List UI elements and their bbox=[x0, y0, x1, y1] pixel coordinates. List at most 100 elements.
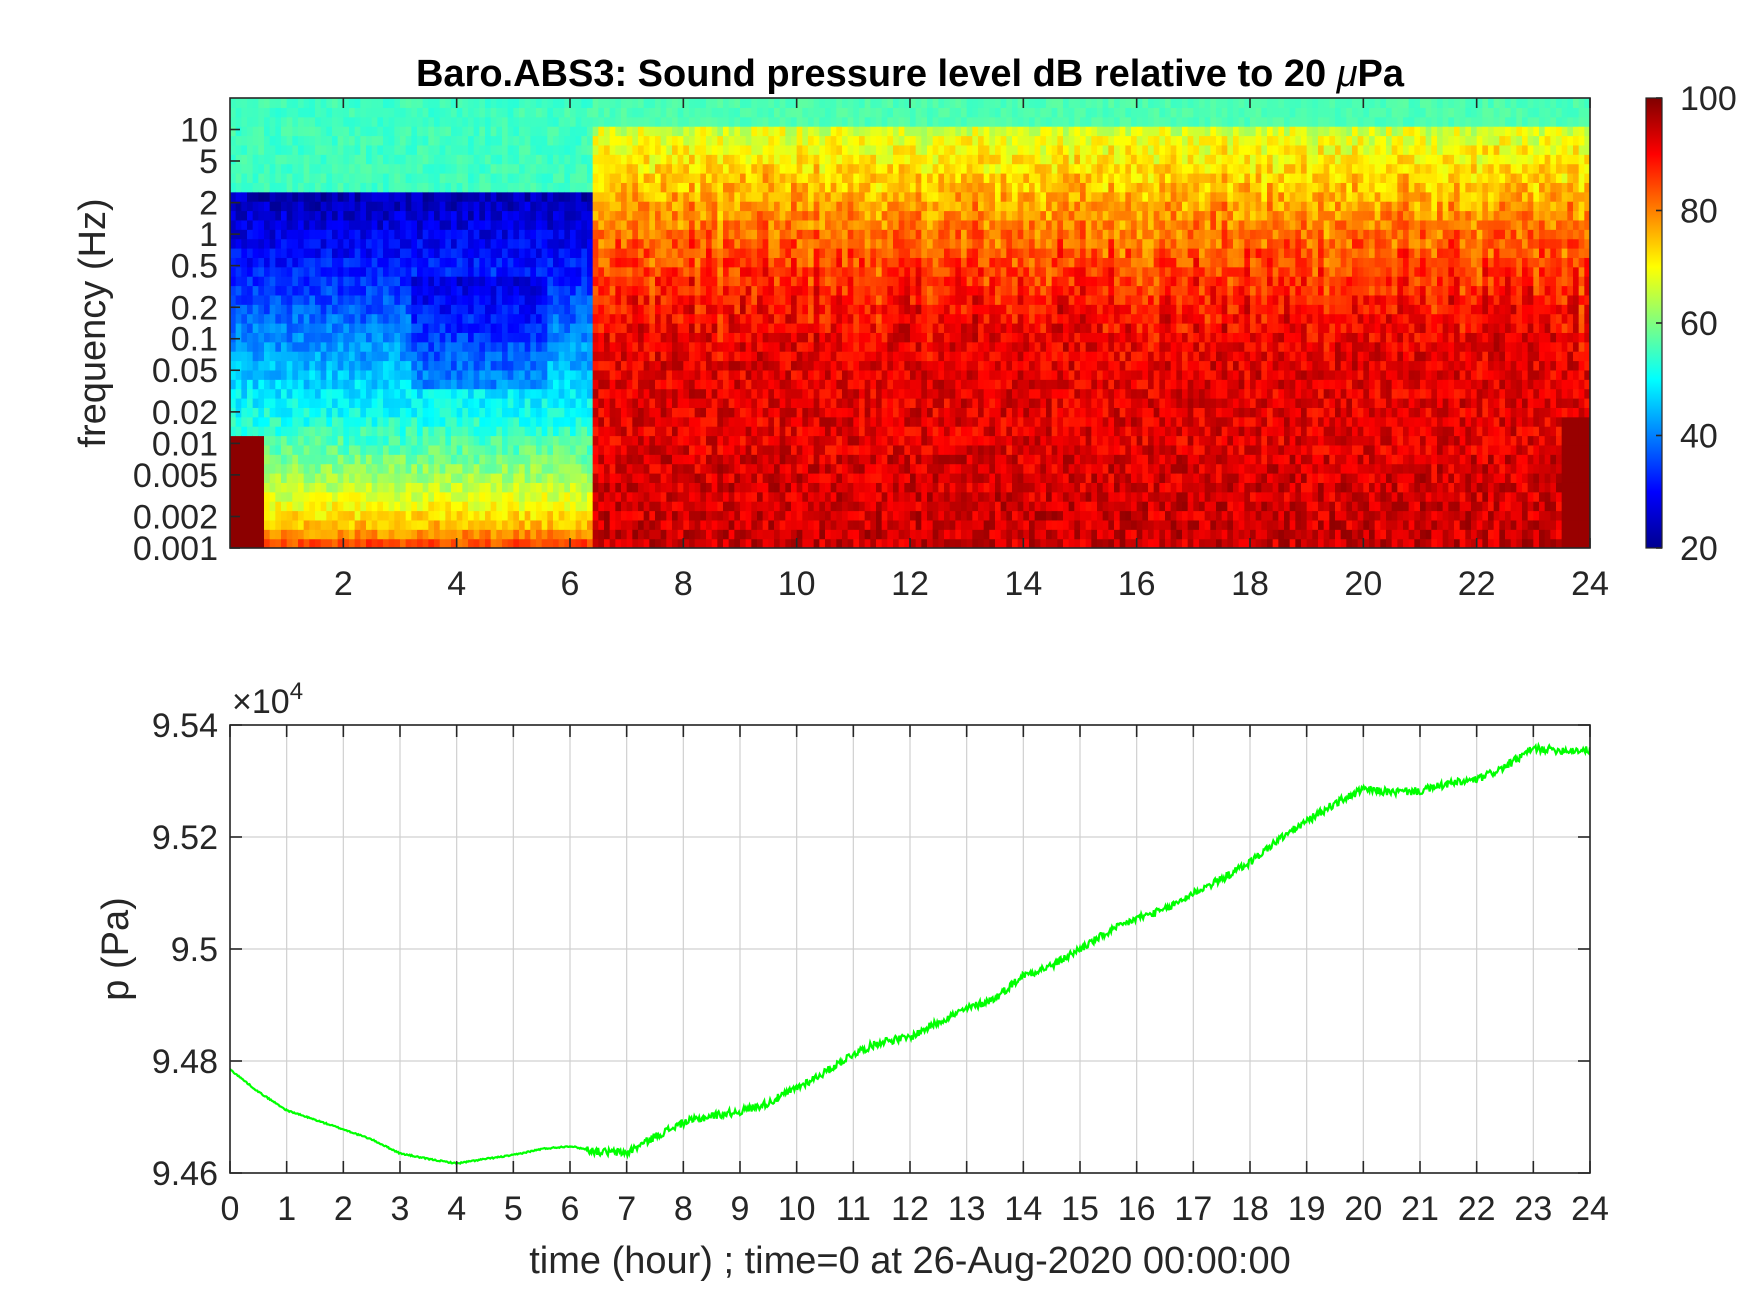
spectrogram-cell bbox=[252, 426, 259, 437]
spectrogram-cell bbox=[417, 529, 424, 540]
spectrogram-cell bbox=[626, 257, 633, 268]
spectrogram-cell bbox=[264, 407, 271, 418]
spectrogram-cell bbox=[332, 144, 339, 155]
spectrogram-cell bbox=[530, 229, 537, 240]
spectrogram-cell bbox=[286, 144, 293, 155]
spectrogram-cell bbox=[615, 482, 622, 493]
spectrogram-cell bbox=[587, 463, 594, 474]
spectrogram-cell bbox=[247, 529, 254, 540]
spectrogram-cell bbox=[575, 491, 582, 502]
spectrogram-cell bbox=[553, 398, 560, 408]
spectrogram-cell bbox=[632, 444, 639, 455]
spectrogram-cell bbox=[660, 219, 667, 230]
spectrogram-cell bbox=[706, 266, 713, 277]
spectrogram-cell bbox=[536, 266, 543, 277]
spectrogram-cell bbox=[286, 219, 293, 230]
spectrogram-cell bbox=[485, 210, 492, 221]
spectrogram-cell bbox=[326, 276, 333, 287]
spectrogram-cell bbox=[485, 332, 492, 343]
spectrogram-cell bbox=[689, 529, 696, 540]
spectrogram-cell bbox=[394, 519, 401, 530]
spectrogram-cell bbox=[377, 510, 384, 521]
spectrogram-cell bbox=[388, 238, 395, 249]
spectrogram-cell bbox=[269, 248, 276, 258]
spectrogram-cell bbox=[547, 332, 554, 343]
spectrogram-cell bbox=[632, 323, 639, 333]
spectrogram-cell bbox=[281, 285, 288, 296]
spectrogram-cell bbox=[275, 388, 282, 399]
spectrogram-cell bbox=[366, 135, 373, 146]
spectrogram-cell bbox=[349, 360, 356, 371]
spectrogram-cell bbox=[604, 491, 611, 502]
spectrogram-cell bbox=[638, 313, 645, 324]
spectrogram-cell bbox=[496, 491, 503, 502]
spectrogram-cell bbox=[672, 379, 679, 390]
spectrogram-cell bbox=[649, 266, 656, 277]
spectrogram-cell bbox=[360, 369, 367, 380]
spectrogram-cell bbox=[422, 519, 429, 530]
spectrogram-cell bbox=[592, 510, 599, 521]
spectrogram-cell bbox=[462, 126, 469, 137]
spectrogram-cell bbox=[462, 379, 469, 390]
spectrogram-cell bbox=[779, 463, 786, 474]
spectrogram-cell bbox=[490, 416, 497, 427]
spectrogram-cell bbox=[320, 351, 327, 362]
spectrogram-cell bbox=[683, 379, 690, 390]
spectrogram-cell bbox=[343, 351, 350, 362]
spectrogram-cell bbox=[666, 257, 673, 268]
spectrogram-cell bbox=[349, 304, 356, 315]
spectrogram-cell bbox=[519, 229, 526, 240]
spectrogram-cell bbox=[541, 135, 548, 146]
spectrogram-cell bbox=[553, 407, 560, 418]
spectrogram-cell bbox=[536, 444, 543, 455]
spectrogram-cell bbox=[598, 341, 605, 352]
spectrogram-cell bbox=[496, 285, 503, 296]
spectrogram-cell bbox=[349, 379, 356, 390]
spectrogram-cell bbox=[479, 463, 486, 474]
spectrogram-cell bbox=[553, 529, 560, 540]
spectrogram-cell bbox=[360, 341, 367, 352]
spectrogram-cell bbox=[360, 360, 367, 371]
spectrogram-cell bbox=[405, 154, 412, 165]
spectrogram-cell bbox=[445, 276, 452, 287]
spectrogram-cell bbox=[513, 173, 520, 183]
spectrogram-cell bbox=[400, 491, 407, 502]
spectrogram-cell bbox=[513, 332, 520, 343]
spectrogram-cell bbox=[655, 360, 662, 371]
spectrogram-cell bbox=[706, 126, 713, 137]
spectrogram-cell bbox=[337, 219, 344, 230]
spectrogram-cell bbox=[264, 426, 271, 437]
spectrogram-cell bbox=[717, 323, 724, 333]
spectrogram-cell bbox=[615, 388, 622, 399]
spectrogram-title: Baro.ABS3: Sound pressure level dB relat… bbox=[416, 53, 1405, 95]
spectrogram-cell bbox=[802, 126, 809, 137]
spectrogram-cell bbox=[354, 135, 361, 146]
spectrogram-cell bbox=[383, 107, 390, 118]
spectrogram-cell bbox=[711, 285, 718, 296]
spectrogram-cell bbox=[269, 294, 276, 305]
spectrogram-cell bbox=[519, 107, 526, 118]
spectrogram-cell bbox=[445, 248, 452, 258]
spectrogram-cell bbox=[524, 398, 531, 408]
spectrogram-cell bbox=[541, 454, 548, 465]
spectrogram-cell bbox=[326, 238, 333, 249]
spectrogram-cell bbox=[564, 229, 571, 240]
spectrogram-cell bbox=[689, 98, 696, 108]
spectrogram-cell bbox=[762, 294, 769, 305]
spectrogram-cell bbox=[638, 398, 645, 408]
spectrogram-cell bbox=[723, 248, 730, 258]
spectrogram-cell bbox=[757, 238, 764, 249]
spectrogram-cell bbox=[377, 285, 384, 296]
spectrogram-cell bbox=[360, 107, 367, 118]
spectrogram-cell bbox=[808, 116, 815, 127]
spectrogram-cell bbox=[247, 323, 254, 333]
spectrogram-cell bbox=[655, 426, 662, 437]
spectrogram-cell bbox=[507, 416, 514, 427]
spectrogram-cell bbox=[779, 210, 786, 221]
spectrogram-cell bbox=[717, 538, 724, 548]
spectrogram-cell bbox=[292, 257, 299, 268]
spectrogram-cell bbox=[269, 491, 276, 502]
spectrogram-cell bbox=[768, 173, 775, 183]
spectrogram-cell bbox=[337, 229, 344, 240]
spectrogram-cell bbox=[388, 191, 395, 202]
